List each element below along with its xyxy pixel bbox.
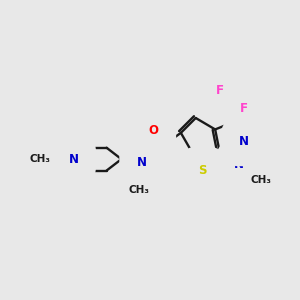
Text: F: F: [216, 84, 224, 97]
Text: F: F: [238, 88, 247, 100]
Text: N: N: [239, 136, 249, 148]
Text: S: S: [198, 164, 207, 177]
Text: N: N: [234, 158, 244, 171]
Text: N: N: [68, 153, 78, 166]
Text: CH₃: CH₃: [29, 154, 50, 164]
Text: F: F: [240, 102, 248, 115]
Text: N: N: [137, 156, 147, 169]
Text: CH₃: CH₃: [128, 185, 149, 195]
Text: CH₃: CH₃: [250, 175, 272, 185]
Text: O: O: [148, 124, 158, 137]
